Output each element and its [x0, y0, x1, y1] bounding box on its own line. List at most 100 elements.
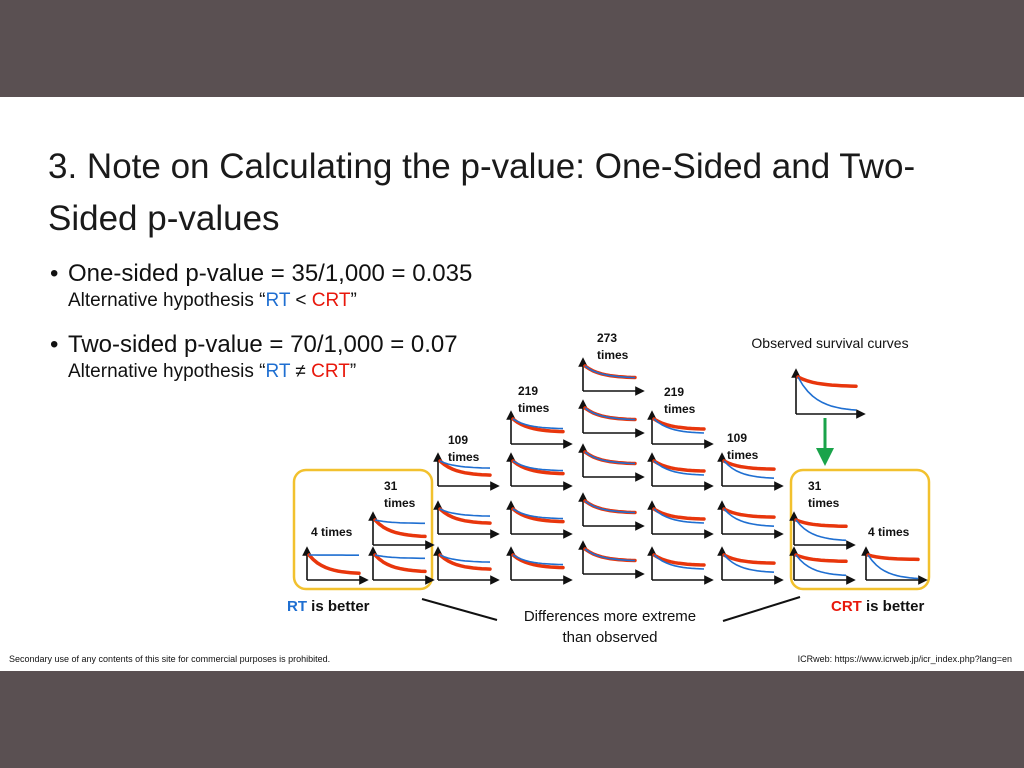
crt-curve	[511, 553, 565, 570]
mini-plot-col2-row0	[433, 452, 500, 491]
rt-curve	[795, 519, 847, 542]
crt-curve	[511, 459, 565, 476]
mini-plot-col3-row0	[506, 410, 573, 449]
mini-plot-col1-row1	[368, 546, 435, 585]
crt-curve	[796, 375, 858, 388]
bullet-two-sided: • Two-sided p-value = 70/1,000 = 0.07 Alt…	[50, 330, 458, 384]
mini-plot-col2-row1	[433, 500, 500, 539]
rt-better-label: RT is better	[287, 598, 370, 615]
rt-curve	[723, 508, 775, 527]
mini-plot-col5-row1	[647, 452, 714, 491]
rt-curve	[653, 508, 705, 524]
column-label-crt-31: 31 times	[808, 479, 840, 510]
mini-plot-col4-row2	[578, 443, 645, 482]
mini-plot-col4-row4	[578, 540, 645, 579]
observed-survival-plot	[791, 368, 866, 419]
rt-curve	[512, 418, 564, 430]
crt-curve	[652, 553, 706, 567]
rt-curve	[653, 418, 705, 434]
crt-extreme-box	[789, 468, 931, 591]
crt-curve	[438, 553, 492, 571]
rt-curve	[584, 365, 636, 379]
rt-curve	[512, 508, 564, 520]
rt-extreme-box	[292, 468, 434, 591]
rt-curve	[867, 554, 919, 580]
column-label-crt-219: 219 times	[664, 385, 696, 416]
column-label-rt-31: 31 times	[384, 479, 416, 510]
crt-curve	[794, 553, 848, 564]
rt-curve	[653, 554, 705, 570]
column-label-rt-4: 4 times	[311, 525, 353, 539]
column-label-center-273: 273 times	[597, 331, 629, 362]
crt-curve	[794, 518, 848, 529]
mini-plot-col6-row2	[717, 546, 784, 585]
column-label-crt-4: 4 times	[868, 525, 910, 539]
crt-curve	[438, 459, 492, 477]
mini-plot-col7-row0	[789, 511, 856, 550]
mini-plot-col7-row1	[789, 546, 856, 585]
rt-curve	[653, 460, 705, 476]
bullet-main-text: Two-sided p-value = 70/1,000 = 0.07	[68, 331, 458, 358]
bullet-dot: •	[50, 260, 59, 287]
crt-curve	[866, 553, 920, 562]
mini-plot-col3-row3	[506, 546, 573, 585]
bullet-one-sided: • One-sided p-value = 35/1,000 = 0.035 Al…	[50, 259, 472, 313]
column-label-rt-109: 109 times	[448, 433, 480, 464]
mini-plot-col1-row0	[368, 511, 435, 550]
connector-line-crt	[722, 596, 801, 622]
mini-plot-col5-row0	[647, 410, 714, 449]
column-label-crt-109: 109 times	[727, 431, 759, 462]
crt-curve	[652, 417, 706, 431]
slide: 3. Note on Calculating the p-value: One-…	[0, 97, 1024, 671]
footer-source: ICRweb: https://www.icrweb.jp/icr_index.…	[797, 654, 1012, 664]
crt-curve	[722, 553, 776, 565]
rt-curve	[723, 554, 775, 573]
rt-curve	[512, 460, 564, 472]
crt-curve	[722, 507, 776, 519]
crt-curve	[438, 507, 492, 525]
mini-plot-col4-row1	[578, 399, 645, 438]
crt-curve	[652, 459, 706, 473]
rt-curve	[439, 554, 491, 563]
crt-curve	[722, 459, 776, 471]
bullet-main-text: One-sided p-value = 35/1,000 = 0.035	[68, 260, 473, 287]
rt-curve	[374, 519, 425, 525]
rt-curve	[584, 548, 636, 562]
rt-curve	[512, 554, 564, 566]
mini-plot-col4-row3	[578, 492, 645, 531]
bullet-dot: •	[50, 331, 59, 358]
mini-plot-col8-row0	[861, 546, 928, 585]
slide-title: 3. Note on Calculating the p-value: One-…	[48, 147, 916, 238]
crt-curve	[373, 518, 427, 539]
crt-curve	[373, 553, 427, 574]
mini-plot-col0-row0	[302, 546, 369, 585]
permutation-diagram	[292, 357, 931, 622]
crt-better-label: CRT is better	[831, 598, 925, 615]
extreme-differences-label: Differences more extreme than observed	[523, 608, 697, 646]
crt-curve	[511, 507, 565, 524]
mini-plot-col6-row1	[717, 500, 784, 539]
column-label-rt-219: 219 times	[518, 384, 550, 415]
mini-plot-col2-row2	[433, 546, 500, 585]
bullet-sub-text: Alternative hypothesis “RT ≠ CRT”	[68, 361, 357, 382]
observed-curves-label: Observed survival curves	[751, 335, 909, 351]
mini-plot-col6-row0	[717, 452, 784, 491]
mini-plot-col5-row3	[647, 546, 714, 585]
crt-curve	[652, 507, 706, 521]
rt-curve	[584, 451, 636, 465]
footer-copyright: Secondary use of any contents of this si…	[9, 654, 331, 664]
rt-curve	[797, 376, 857, 411]
rt-curve	[374, 554, 425, 560]
connector-line-rt	[421, 598, 498, 621]
mini-plot-col3-row1	[506, 452, 573, 491]
mini-plot-col5-row2	[647, 500, 714, 539]
rt-curve	[723, 460, 775, 479]
crt-curve	[307, 553, 361, 576]
rt-curve	[439, 460, 491, 469]
mini-plot-col4-row0	[578, 357, 645, 396]
rt-curve	[584, 500, 636, 514]
bullet-sub-text: Alternative hypothesis “RT < CRT”	[68, 290, 357, 311]
rt-curve	[584, 407, 636, 421]
mini-plot-col3-row2	[506, 500, 573, 539]
rt-curve	[795, 554, 847, 577]
